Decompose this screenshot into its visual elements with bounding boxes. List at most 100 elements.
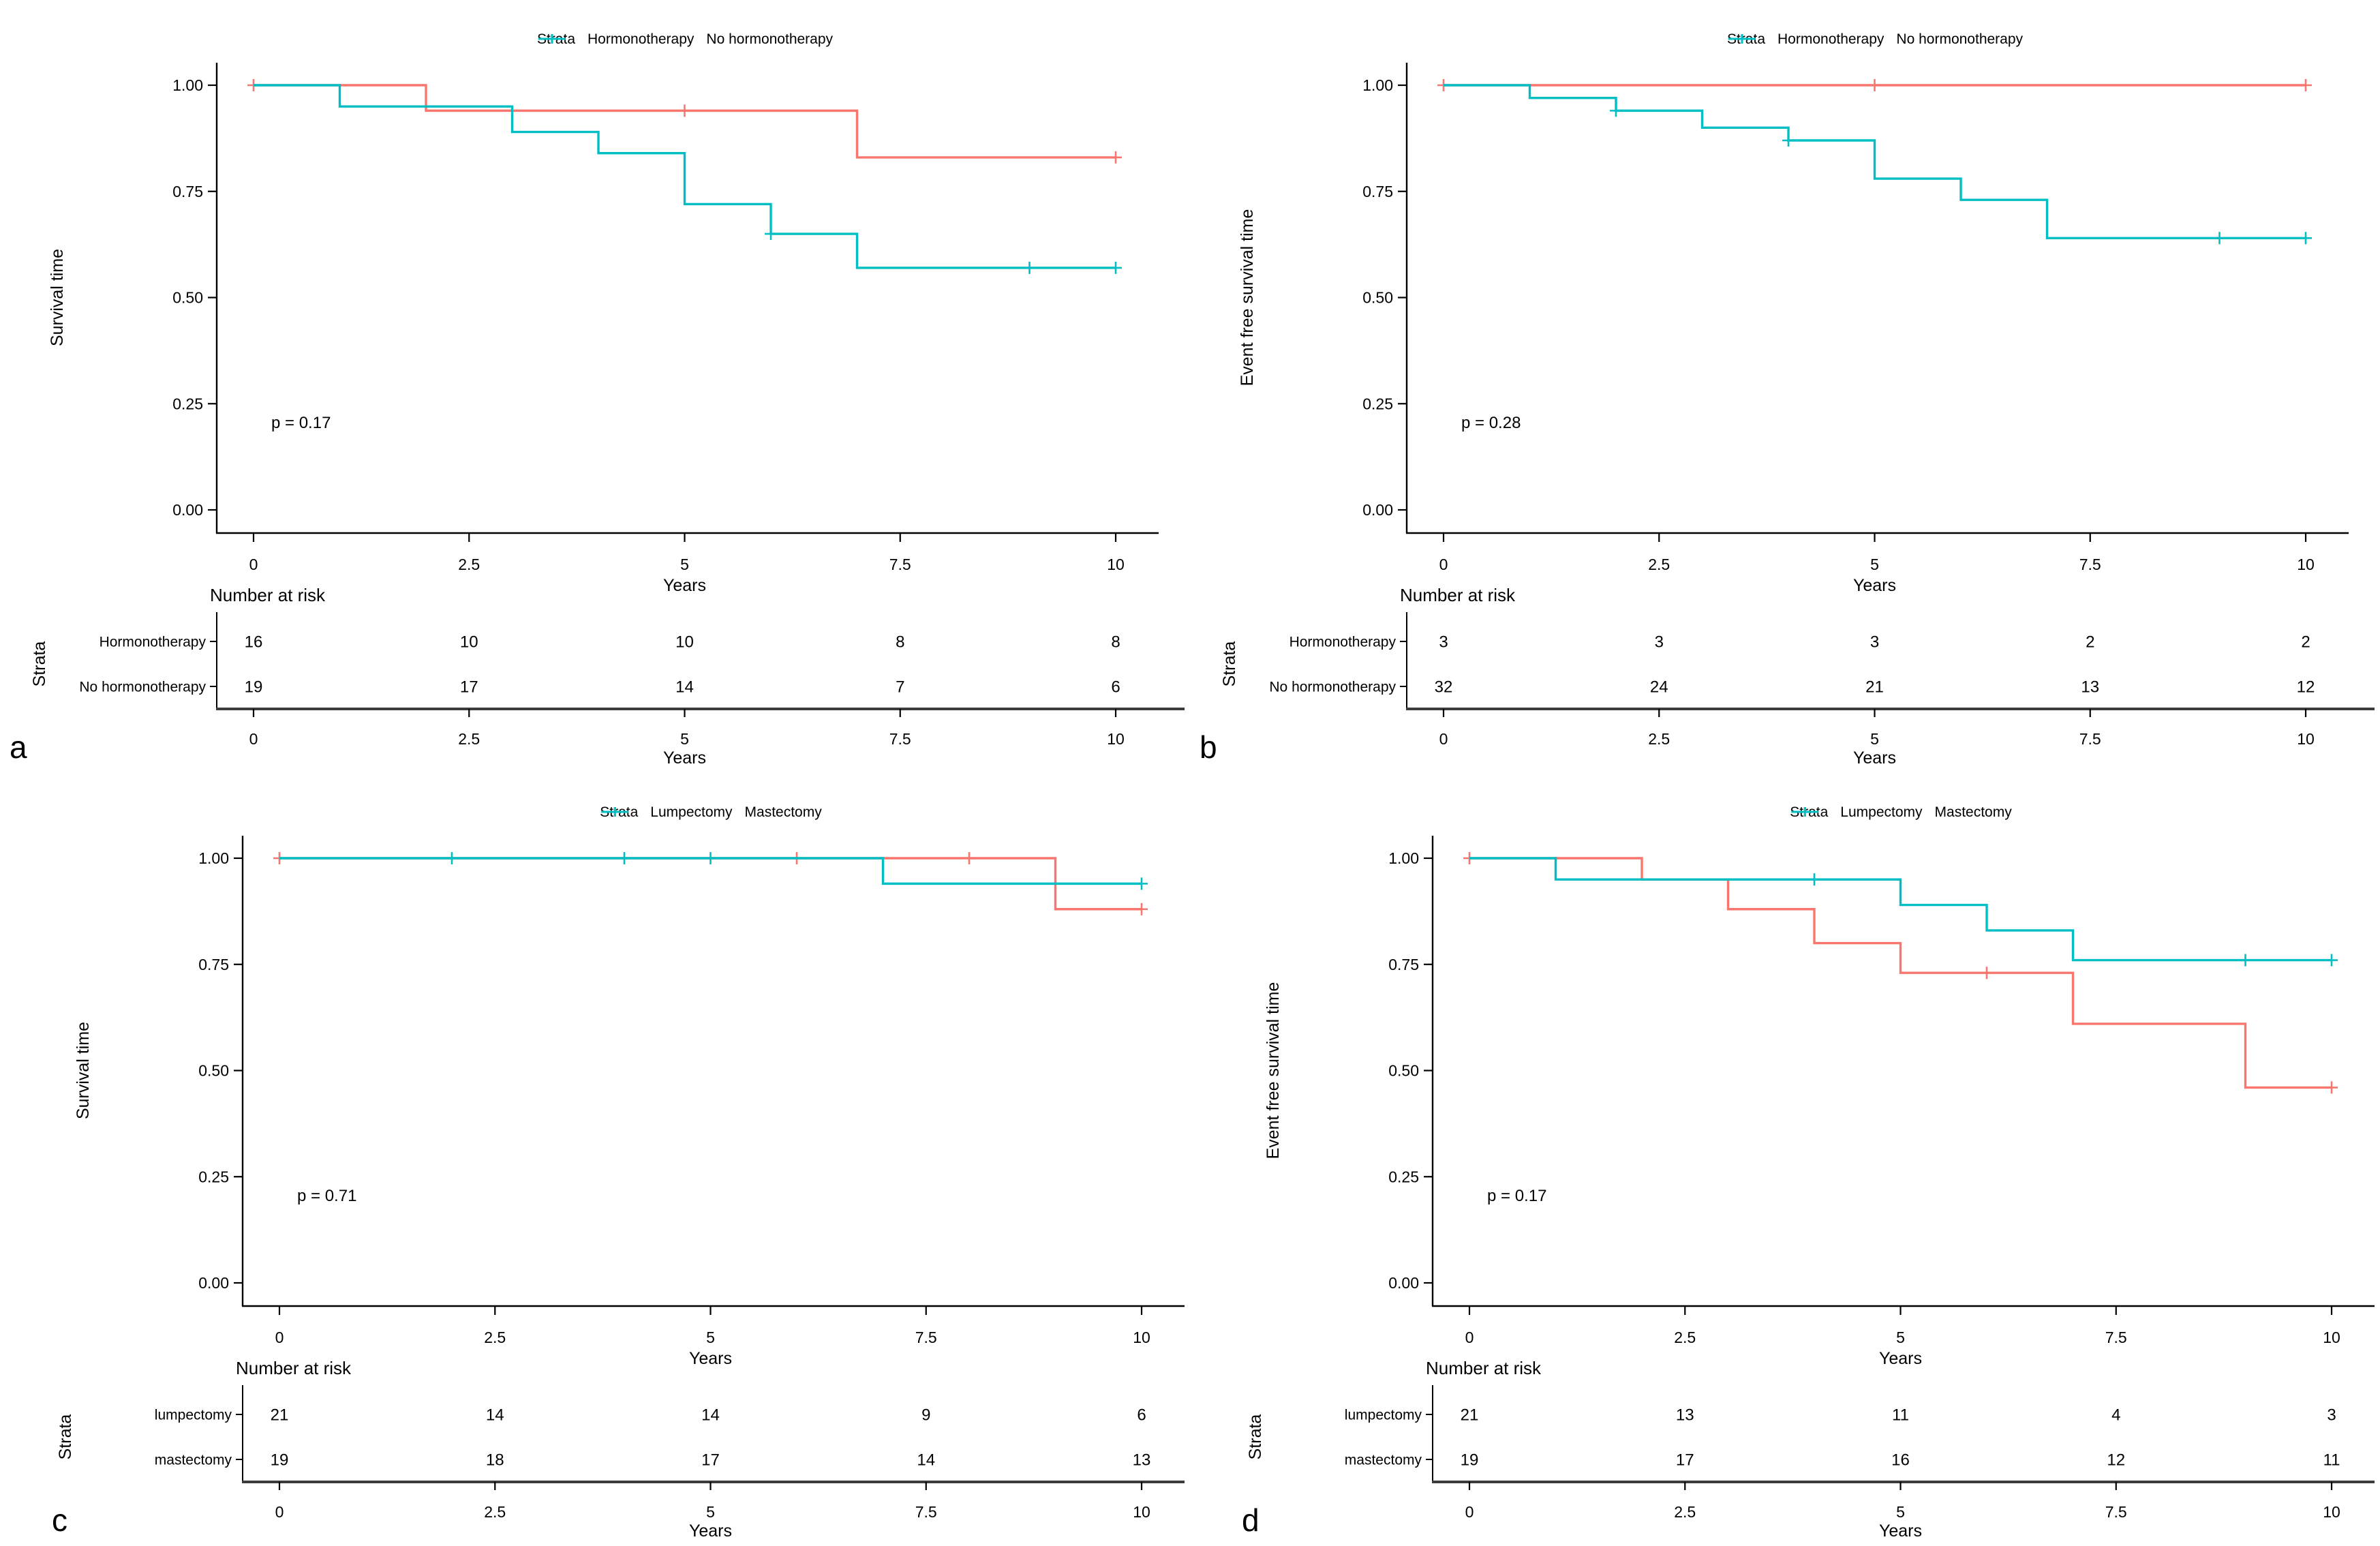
x-tick-label: 0 — [1465, 1329, 1474, 1346]
x-tick-label: 0 — [275, 1329, 284, 1346]
risk-row-label: No hormonotherapy — [79, 679, 206, 695]
risk-x-tick-label: 0 — [275, 1503, 284, 1521]
y-tick-label: 1.00 — [172, 76, 203, 94]
censor-mark — [2325, 954, 2338, 967]
censor-mark — [963, 852, 975, 864]
risk-x-axis-title: Years — [1853, 748, 1896, 768]
y-tick-label: 0.25 — [198, 1168, 229, 1185]
y-tick-label: 0.25 — [172, 395, 203, 412]
y-tick-label: 0.25 — [1388, 1168, 1419, 1185]
x-tick-label: 5 — [680, 556, 689, 573]
y-tick-label: 0.50 — [1388, 1062, 1419, 1080]
survival-curve-teal — [1469, 857, 2332, 962]
km-panel-c: 1.00 0.75 0.50 0.25 0.00 0 2.5 5 7.5 10 Years Survi… — [52, 836, 1185, 1541]
y-axis-title: Event free survival time — [1238, 209, 1257, 386]
legend-key-icon — [1728, 34, 1756, 44]
risk-count: 21 — [271, 1406, 289, 1424]
risk-count: 2 — [2301, 633, 2310, 651]
risk-table-title: Number at risk — [1400, 585, 1516, 605]
risk-x-tick-label: 2.5 — [1648, 730, 1670, 748]
legend: Strata Lumpectomy Mastectomy — [600, 804, 821, 821]
risk-count: 8 — [1111, 633, 1120, 651]
censor-mark — [2213, 232, 2226, 245]
legend-item: Mastectomy — [601, 804, 822, 821]
x-tick-label: 0 — [249, 556, 258, 573]
legend-line-plus-icon — [538, 34, 566, 44]
y-tick-label: 0.50 — [198, 1062, 229, 1080]
risk-count: 17 — [701, 1451, 720, 1469]
risk-x-tick-label: 10 — [2297, 730, 2315, 748]
risk-x-tick-label: 2.5 — [458, 730, 480, 748]
x-tick-label: 2.5 — [1648, 556, 1670, 573]
risk-count: 10 — [460, 633, 478, 651]
risk-count: 19 — [245, 678, 263, 696]
y-tick-label: 1.00 — [1388, 849, 1419, 867]
survival-curve-teal — [254, 84, 1116, 269]
x-tick-label: 7.5 — [889, 556, 911, 573]
panel-letter: d — [1242, 1502, 1260, 1538]
risk-count: 4 — [2111, 1406, 2120, 1424]
legend-item: No hormonotherapy — [1728, 31, 2023, 48]
risk-count: 2 — [2086, 633, 2094, 651]
censor-mark — [1023, 261, 1036, 274]
x-tick-label: 2.5 — [458, 556, 480, 573]
risk-count: 24 — [1650, 678, 1668, 696]
risk-row-label: Hormonotherapy — [100, 634, 207, 650]
risk-count: 21 — [1865, 678, 1884, 696]
x-axis-title: Years — [1879, 1349, 1922, 1368]
legend-key-icon — [1791, 807, 1819, 817]
y-tick-label: 0.25 — [1362, 395, 1393, 412]
censor-mark — [678, 104, 691, 117]
y-axis-title: Survival time — [74, 1022, 93, 1119]
risk-row-label: lumpectomy — [1345, 1407, 1422, 1423]
risk-count: 14 — [675, 678, 694, 696]
y-axis-title: Survival time — [48, 249, 67, 346]
p-value-label: p = 0.28 — [1461, 414, 1521, 432]
x-tick-label: 2.5 — [484, 1329, 506, 1346]
y-tick-label: 0.00 — [1362, 501, 1393, 519]
survival-curve-red — [254, 84, 1116, 159]
risk-count: 18 — [486, 1451, 504, 1469]
legend-item: No hormonotherapy — [538, 31, 834, 48]
legend: Strata Hormonotherapy No hormonotherapy — [537, 31, 833, 48]
x-axis-title: Years — [689, 1349, 732, 1368]
risk-count: 11 — [1892, 1406, 1909, 1424]
risk-count: 19 — [1461, 1451, 1479, 1469]
censor-mark — [446, 852, 458, 864]
risk-count: 7 — [896, 678, 904, 696]
panel-letter: b — [1200, 729, 1217, 765]
risk-x-axis-title: Years — [689, 1521, 732, 1541]
risk-x-tick-label: 2.5 — [1674, 1503, 1696, 1521]
y-tick-label: 0.75 — [172, 183, 203, 200]
risk-count: 17 — [460, 678, 478, 696]
panel-letter: c — [52, 1502, 67, 1538]
x-tick-label: 7.5 — [915, 1329, 937, 1346]
panel-d: Strata Lumpectomy Mastectomy 1.00 0.75 0.50 0.… — [1190, 773, 2380, 1546]
censor-mark — [2300, 79, 2312, 91]
risk-row-label: Hormonotherapy — [1290, 634, 1397, 650]
censor-mark — [2325, 1081, 2338, 1094]
risk-x-tick-label: 10 — [1107, 730, 1125, 748]
risk-x-axis-title: Years — [1879, 1521, 1922, 1541]
x-tick-label: 10 — [1133, 1329, 1150, 1346]
legend-item-label: No hormonotherapy — [706, 31, 834, 47]
x-tick-label: 0 — [1439, 556, 1448, 573]
risk-count: 3 — [1655, 633, 1664, 651]
y-tick-label: 0.00 — [198, 1274, 229, 1292]
legend-item-label: Lumpectomy — [650, 804, 733, 820]
km-panel-d: 1.00 0.75 0.50 0.25 0.00 0 2.5 5 7.5 10 Years Event… — [1242, 836, 2375, 1541]
km-panel-a: 1.00 0.75 0.50 0.25 0.00 0 2.5 5 7.5 10 Years Survi… — [10, 63, 1185, 768]
x-tick-label: 10 — [2297, 556, 2315, 573]
x-tick-label: 10 — [2323, 1329, 2340, 1346]
risk-count: 3 — [1439, 633, 1448, 651]
y-axis-title: Event free survival time — [1264, 982, 1283, 1160]
risk-x-tick-label: 5 — [1896, 1503, 1905, 1521]
censor-mark — [1110, 261, 1122, 274]
risk-row-label: No hormonotherapy — [1269, 679, 1396, 695]
risk-x-tick-label: 7.5 — [915, 1503, 937, 1521]
panel-c: Strata Lumpectomy Mastectomy 1.00 0.75 0.50 0.… — [0, 773, 1190, 1546]
risk-count: 6 — [1111, 678, 1120, 696]
risk-count: 12 — [2107, 1451, 2125, 1469]
risk-x-tick-label: 0 — [249, 730, 258, 748]
x-tick-label: 7.5 — [2079, 556, 2101, 573]
